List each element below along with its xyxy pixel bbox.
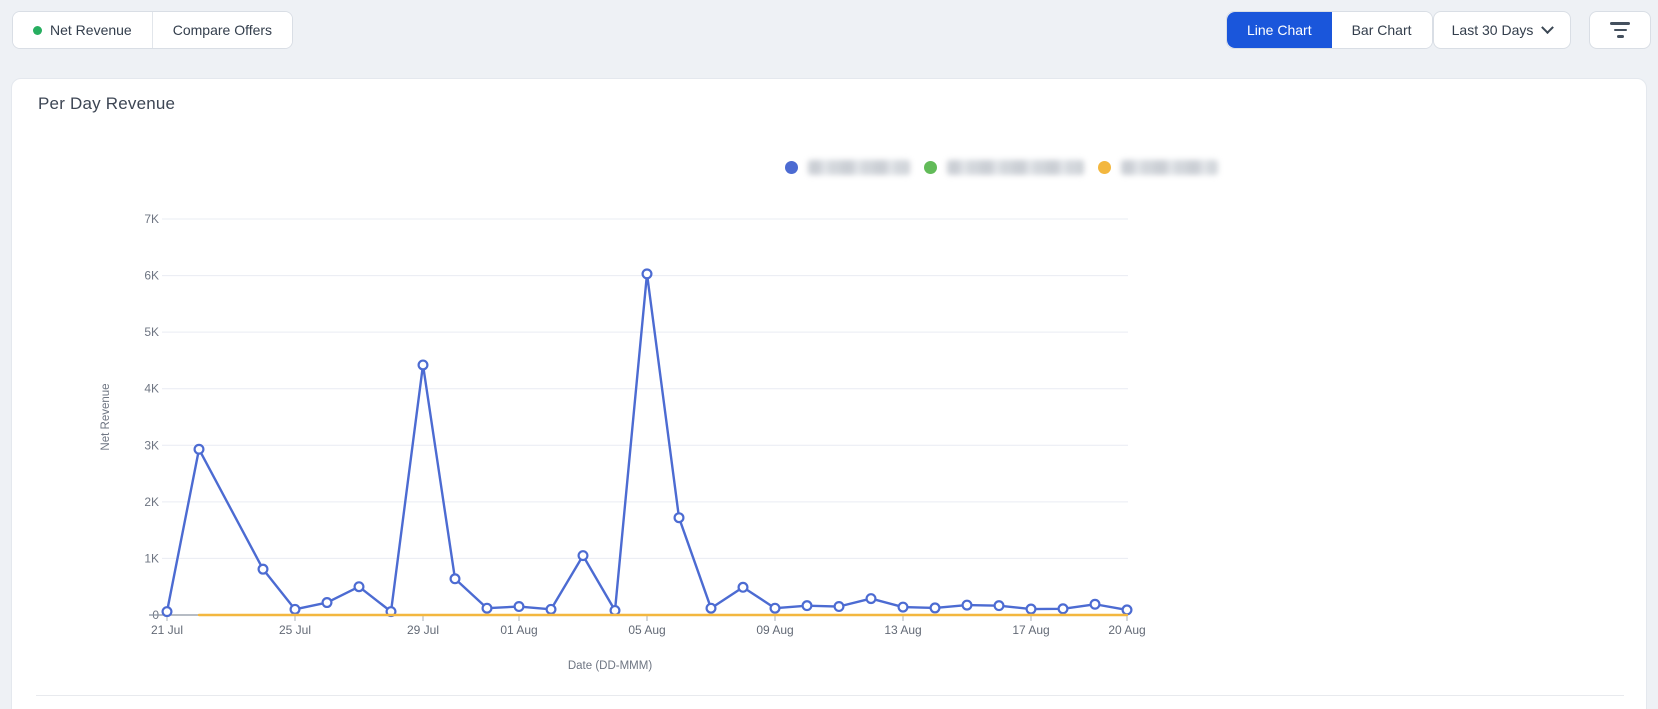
- chevron-down-icon: [1541, 20, 1555, 34]
- data-point[interactable]: [961, 599, 973, 611]
- tab-compare-offers-label: Compare Offers: [172, 22, 273, 38]
- data-point[interactable]: [705, 602, 717, 614]
- data-point[interactable]: [865, 593, 877, 605]
- chart-legend: [785, 153, 1218, 181]
- data-point[interactable]: [1089, 598, 1101, 610]
- tab-bar-chart-label: Bar Chart: [1351, 22, 1412, 38]
- data-point[interactable]: [1025, 603, 1037, 615]
- card-title: Per Day Revenue: [38, 94, 176, 113]
- data-point[interactable]: [673, 512, 685, 524]
- x-tick-label: 13 Aug: [884, 623, 921, 637]
- data-point[interactable]: [993, 600, 1005, 612]
- tab-compare-offers[interactable]: Compare Offers: [152, 12, 293, 48]
- tab-net-revenue[interactable]: Net Revenue: [13, 12, 152, 48]
- data-point[interactable]: [257, 563, 269, 575]
- per-day-revenue-card: Per Day Revenue 0 1K 2K 3K 4K 5K 6K 7K Net Reven…: [11, 78, 1647, 709]
- data-point[interactable]: [1057, 603, 1069, 615]
- data-point[interactable]: [321, 597, 333, 609]
- y-tick-label: 2K: [144, 495, 159, 509]
- data-point[interactable]: [289, 603, 301, 615]
- legend-dot-icon: [785, 160, 798, 174]
- x-tick-label: 29 Jul: [407, 623, 439, 637]
- tab-net-revenue-label: Net Revenue: [50, 22, 132, 38]
- x-tick-label: 05 Aug: [628, 623, 665, 637]
- date-range-dropdown[interactable]: Last 30 Days: [1433, 11, 1571, 49]
- x-tick-label: 17 Aug: [1012, 623, 1049, 637]
- date-range-value: Last 30 Days: [1451, 22, 1534, 38]
- segment-divider: [151, 12, 153, 48]
- y-axis-title: Net Revenue: [100, 383, 112, 450]
- data-point[interactable]: [801, 600, 813, 612]
- legend-label-redacted: [947, 159, 1084, 175]
- data-point[interactable]: [353, 581, 365, 593]
- x-tick-label: 20 Aug: [1108, 623, 1145, 637]
- green-dot-icon: [33, 25, 42, 35]
- legend-label-redacted: [808, 159, 910, 175]
- series-line-0: [165, 272, 1129, 613]
- data-point[interactable]: [737, 581, 749, 593]
- tab-line-chart-label: Line Chart: [1247, 22, 1312, 38]
- y-tick-label: 3K: [144, 438, 159, 452]
- data-point[interactable]: [929, 602, 941, 614]
- data-point[interactable]: [481, 602, 493, 614]
- y-tick-label: 1K: [144, 551, 159, 565]
- card-bottom-divider: [36, 695, 1624, 696]
- data-point[interactable]: [449, 573, 461, 585]
- legend-item-1[interactable]: [924, 159, 1084, 175]
- x-tick-label: 01 Aug: [500, 623, 537, 637]
- data-point[interactable]: [769, 602, 781, 614]
- data-point[interactable]: [897, 601, 909, 613]
- x-tick-label: 25 Jul: [279, 623, 311, 637]
- y-tick-label: 4K: [144, 382, 159, 396]
- data-point[interactable]: [545, 603, 557, 615]
- tab-bar-chart[interactable]: Bar Chart: [1331, 12, 1432, 48]
- data-point[interactable]: [161, 606, 173, 618]
- x-tick-label: 09 Aug: [756, 623, 793, 637]
- tab-line-chart[interactable]: Line Chart: [1227, 12, 1332, 48]
- data-point[interactable]: [513, 601, 525, 613]
- x-tick-label: 21 Jul: [151, 623, 183, 637]
- data-point[interactable]: [577, 550, 589, 562]
- y-tick-label: 6K: [144, 269, 159, 283]
- filter-button[interactable]: [1589, 11, 1651, 49]
- top-toolbar: Net Revenue Compare Offers Line Chart Ba…: [0, 0, 1658, 62]
- legend-dot-icon: [924, 160, 937, 174]
- legend-dot-icon: [1098, 160, 1111, 174]
- data-point[interactable]: [609, 604, 621, 616]
- filter-icon: [1610, 22, 1630, 25]
- legend-item-0[interactable]: [785, 159, 910, 175]
- legend-label-redacted: [1121, 159, 1218, 175]
- x-axis-title: Date (DD-MMM): [568, 660, 652, 672]
- data-point[interactable]: [833, 601, 845, 613]
- data-point[interactable]: [641, 268, 653, 280]
- y-tick-label: 7K: [144, 212, 159, 226]
- data-point[interactable]: [1121, 604, 1133, 616]
- y-tick-label: 5K: [144, 325, 159, 339]
- legend-item-2[interactable]: [1098, 159, 1218, 175]
- chart-type-tab-group: Line Chart Bar Chart: [1226, 11, 1433, 49]
- data-point[interactable]: [193, 443, 205, 455]
- series-tab-group: Net Revenue Compare Offers: [12, 11, 294, 49]
- data-point[interactable]: [417, 359, 429, 371]
